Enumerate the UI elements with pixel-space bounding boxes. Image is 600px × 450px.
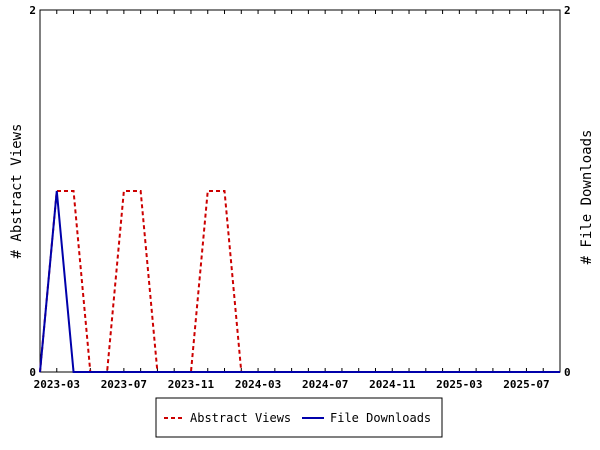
- x-tick-label-2024-03: 2024-03: [235, 378, 281, 391]
- series-line-file-downloads: [39, 190, 560, 373]
- plot-area: [39, 9, 561, 373]
- legend-label-abstract-views: Abstract Views: [190, 411, 291, 425]
- x-tick-label-2024-07: 2024-07: [302, 378, 348, 391]
- x-tick-label-2023-07: 2023-07: [101, 378, 147, 391]
- legend-box: [155, 397, 443, 438]
- x-tick-label-2025-07: 2025-07: [503, 378, 549, 391]
- x-tick-label-2024-11: 2024-11: [369, 378, 416, 391]
- x-tick-label-2025-03: 2025-03: [436, 378, 482, 391]
- y-axis-right-title: # File Downloads: [579, 130, 595, 265]
- x-tick-label-2023-11: 2023-11: [168, 378, 215, 391]
- y-left-tick-label-2: 2: [29, 4, 36, 17]
- y-right-tick-label-0: 0: [564, 366, 571, 379]
- series-layer: [39, 190, 560, 373]
- y-left-tick-label-0: 0: [29, 366, 36, 379]
- tick-labels: 2023-03 2023-07 2023-11 2024-03 2024-07 2024-…: [29, 4, 570, 391]
- y-right-tick-label-2: 2: [564, 4, 571, 17]
- y-axis-left-title: # Abstract Views: [9, 124, 25, 259]
- x-tick-label-2023-03: 2023-03: [34, 378, 80, 391]
- legend-label-file-downloads: File Downloads: [330, 411, 431, 425]
- legend: Abstract Views File Downloads: [155, 397, 443, 438]
